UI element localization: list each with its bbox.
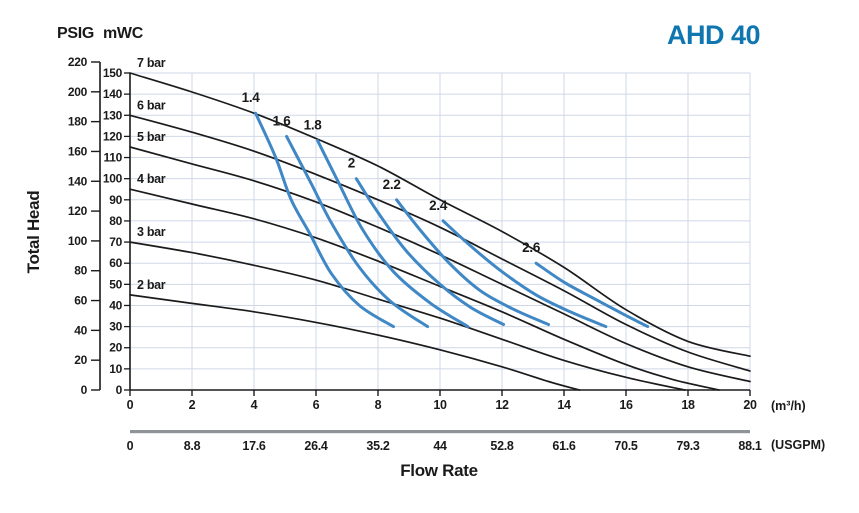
usgpm-tick-label: 26.4 bbox=[304, 439, 327, 453]
m3h-tick-label: 8 bbox=[375, 398, 382, 412]
impeller-curve-2.6 bbox=[534, 261, 650, 329]
usgpm-tick-label: 8.8 bbox=[184, 439, 201, 453]
psig-tick-label: 180 bbox=[68, 115, 88, 129]
pressure-curve-label: 4 bar bbox=[137, 172, 166, 186]
pressure-curve-6-bar bbox=[129, 114, 751, 372]
psig-tick-label: 160 bbox=[68, 144, 88, 158]
usgpm-tick-label: 35.2 bbox=[366, 439, 389, 453]
m3h-tick-label: 14 bbox=[557, 398, 571, 412]
mwc-tick-label: 150 bbox=[103, 66, 123, 80]
psig-tick-label: 200 bbox=[68, 85, 88, 99]
mwc-unit-header: mWC bbox=[103, 25, 143, 42]
impeller-curve-1.8 bbox=[316, 139, 470, 329]
m3h-tick-label: 4 bbox=[251, 398, 258, 412]
psig-tick-label: 60 bbox=[74, 294, 87, 308]
mwc-tick-label: 130 bbox=[103, 108, 123, 122]
m3h-tick-label: 10 bbox=[433, 398, 447, 412]
impeller-curve-label: 2.6 bbox=[522, 240, 541, 255]
mwc-tick-label: 50 bbox=[109, 277, 122, 291]
m3h-tick-label: 18 bbox=[681, 398, 695, 412]
impeller-curve-label: 2.4 bbox=[429, 198, 448, 213]
impeller-curve-2.2 bbox=[395, 198, 550, 326]
impeller-curve-label: 2 bbox=[348, 156, 355, 171]
m3h-tick-label: 20 bbox=[743, 398, 757, 412]
usgpm-tick-label: 61.6 bbox=[552, 439, 575, 453]
usgpm-tick-label: 44 bbox=[433, 439, 447, 453]
mwc-tick-label: 100 bbox=[103, 172, 123, 186]
pressure-curve-7-bar bbox=[129, 72, 751, 358]
impeller-curve-1.4 bbox=[254, 111, 395, 329]
usgpm-unit-label: (USGPM) bbox=[771, 438, 826, 452]
m3h-tick-label: 12 bbox=[495, 398, 509, 412]
m3h-tick-label: 0 bbox=[127, 398, 134, 412]
m3h-tick-label: 6 bbox=[313, 398, 320, 412]
mwc-tick-label: 70 bbox=[109, 235, 122, 249]
psig-tick-label: 40 bbox=[74, 323, 87, 337]
psig-tick-label: 100 bbox=[68, 234, 88, 248]
pressure-curve-label: 6 bar bbox=[137, 98, 166, 112]
pressure-curve-3-bar bbox=[129, 241, 686, 391]
impeller-curve-label: 1.6 bbox=[273, 113, 292, 128]
model-title: AHD 40 bbox=[666, 20, 761, 50]
usgpm-tick-label: 52.8 bbox=[490, 439, 513, 453]
mwc-tick-label: 40 bbox=[109, 298, 122, 312]
usgpm-tick-label: 17.6 bbox=[242, 439, 265, 453]
mwc-tick-label: 110 bbox=[104, 151, 123, 165]
psig-tick-label: 140 bbox=[68, 174, 88, 188]
psig-tick-label: 20 bbox=[74, 353, 87, 367]
impeller-curve-1.6 bbox=[285, 134, 430, 329]
psig-tick-label: 0 bbox=[81, 383, 88, 397]
usgpm-axis-bar bbox=[130, 430, 750, 434]
mwc-tick-label: 10 bbox=[109, 362, 122, 376]
m3h-unit-label: (m³/h) bbox=[771, 399, 806, 413]
pressure-curve-2-bar bbox=[129, 294, 581, 391]
pressure-curve-4-bar bbox=[129, 188, 720, 391]
pressure-curve-label: 3 bar bbox=[137, 225, 166, 239]
usgpm-tick-label: 88.1 bbox=[738, 439, 761, 453]
impeller-curve-label: 1.4 bbox=[242, 90, 261, 105]
pressure-curve-label: 2 bar bbox=[137, 278, 166, 292]
impeller-curve-2 bbox=[354, 177, 506, 326]
mwc-tick-label: 20 bbox=[109, 341, 122, 355]
mwc-tick-label: 80 bbox=[109, 214, 122, 228]
flow-rate-axis-title: Flow Rate bbox=[400, 461, 478, 480]
mwc-tick-label: 60 bbox=[109, 256, 122, 270]
usgpm-tick-label: 79.3 bbox=[676, 439, 699, 453]
mwc-tick-label: 0 bbox=[116, 383, 123, 397]
psig-tick-label: 220 bbox=[68, 55, 88, 69]
impeller-curve-label: 1.8 bbox=[304, 118, 323, 133]
pressure-curve-label: 7 bar bbox=[137, 56, 166, 70]
psig-tick-label: 80 bbox=[74, 264, 87, 278]
usgpm-tick-label: 70.5 bbox=[614, 439, 637, 453]
mwc-tick-label: 140 bbox=[103, 87, 123, 101]
m3h-tick-label: 2 bbox=[189, 398, 196, 412]
mwc-tick-label: 90 bbox=[109, 193, 122, 207]
mwc-tick-label: 30 bbox=[109, 320, 122, 334]
pressure-curve-label: 5 bar bbox=[137, 130, 166, 144]
m3h-tick-label: 16 bbox=[619, 398, 633, 412]
psig-unit-header: PSIG bbox=[57, 25, 95, 42]
impeller-curve-2.4 bbox=[441, 219, 608, 329]
mwc-tick-label: 120 bbox=[103, 129, 123, 143]
impeller-curve-label: 2.2 bbox=[383, 177, 401, 192]
usgpm-tick-label: 0 bbox=[127, 439, 134, 453]
psig-tick-label: 120 bbox=[68, 204, 88, 218]
